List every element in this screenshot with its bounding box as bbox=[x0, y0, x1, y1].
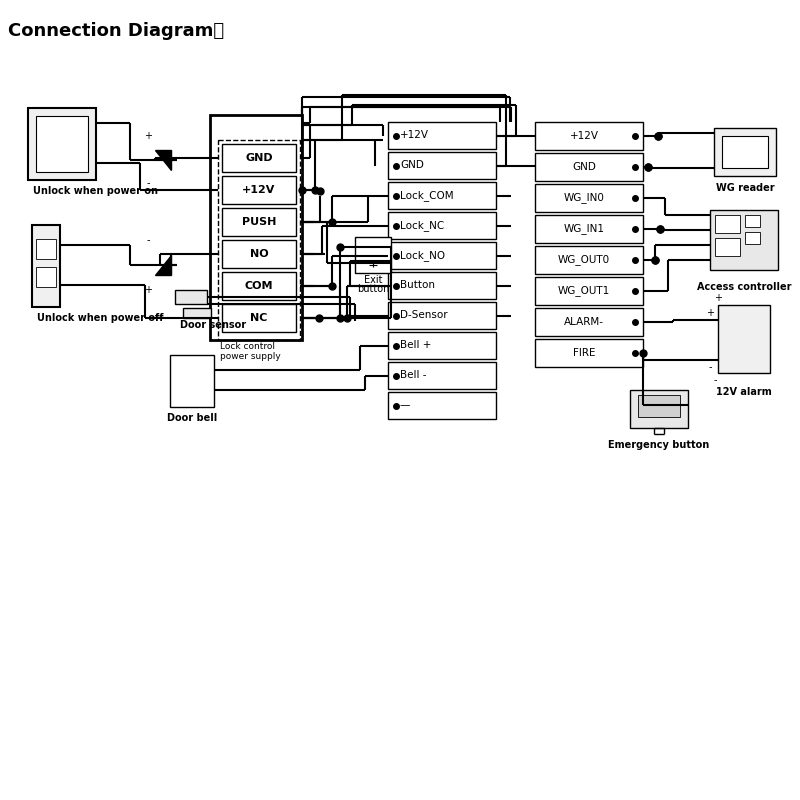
Bar bbox=[535, 339, 643, 367]
Text: +12V: +12V bbox=[242, 185, 276, 195]
Text: WG reader: WG reader bbox=[716, 183, 774, 193]
Bar bbox=[388, 272, 496, 299]
Text: Lock_COM: Lock_COM bbox=[400, 190, 454, 201]
Text: Lock control: Lock control bbox=[220, 342, 275, 351]
Bar bbox=[36, 267, 56, 287]
Text: -: - bbox=[708, 362, 712, 372]
Text: +: + bbox=[706, 308, 714, 318]
Text: Connection Diagram：: Connection Diagram： bbox=[8, 22, 224, 40]
Text: NC: NC bbox=[250, 313, 268, 323]
Bar bbox=[388, 332, 496, 359]
Bar bbox=[718, 305, 770, 373]
Text: ALARM-: ALARM- bbox=[564, 317, 604, 327]
Text: Lock_NC: Lock_NC bbox=[400, 220, 444, 231]
Bar bbox=[388, 302, 496, 329]
Bar bbox=[388, 212, 496, 239]
Text: Bell +: Bell + bbox=[400, 341, 431, 350]
Text: FIRE: FIRE bbox=[573, 348, 595, 358]
Bar bbox=[535, 184, 643, 212]
Text: +: + bbox=[144, 285, 152, 295]
Bar bbox=[355, 237, 391, 273]
Bar bbox=[170, 355, 214, 407]
Bar bbox=[710, 210, 778, 270]
Text: GND: GND bbox=[572, 162, 596, 172]
Text: Door bell: Door bell bbox=[167, 413, 217, 423]
Text: Access controller: Access controller bbox=[697, 282, 791, 292]
Bar bbox=[28, 108, 96, 180]
Text: PUSH: PUSH bbox=[242, 217, 276, 227]
Text: COM: COM bbox=[245, 281, 274, 291]
Bar bbox=[388, 152, 496, 179]
Text: WG_IN0: WG_IN0 bbox=[563, 193, 605, 203]
Bar bbox=[535, 277, 643, 305]
Text: Door sensor: Door sensor bbox=[180, 320, 246, 330]
Bar bbox=[218, 140, 300, 340]
Text: —: — bbox=[400, 401, 410, 410]
Bar bbox=[175, 290, 207, 304]
Ellipse shape bbox=[733, 321, 755, 349]
Bar bbox=[388, 242, 496, 269]
Bar bbox=[183, 308, 211, 318]
Text: WG_OUT1: WG_OUT1 bbox=[558, 286, 610, 297]
Text: power supply: power supply bbox=[220, 352, 281, 361]
Ellipse shape bbox=[52, 132, 72, 156]
Bar bbox=[714, 128, 776, 176]
Ellipse shape bbox=[187, 375, 197, 387]
Bar bbox=[630, 390, 688, 428]
Text: Lock_NO: Lock_NO bbox=[400, 250, 445, 261]
Bar bbox=[535, 153, 643, 181]
Bar bbox=[222, 240, 296, 268]
Text: Unlock when power on: Unlock when power on bbox=[33, 186, 158, 196]
Text: Unlock when power off: Unlock when power off bbox=[37, 313, 163, 323]
Text: GND: GND bbox=[400, 161, 424, 170]
Bar bbox=[388, 392, 496, 419]
Bar bbox=[745, 232, 760, 244]
Bar bbox=[535, 308, 643, 336]
Text: button: button bbox=[357, 284, 389, 294]
Text: -: - bbox=[714, 375, 718, 385]
Bar bbox=[32, 225, 60, 307]
Bar bbox=[36, 116, 88, 172]
Ellipse shape bbox=[177, 363, 207, 399]
Text: Emergency button: Emergency button bbox=[608, 440, 710, 450]
Text: Bell -: Bell - bbox=[400, 370, 426, 381]
Bar bbox=[388, 182, 496, 209]
Bar bbox=[210, 115, 302, 340]
Text: +: + bbox=[144, 131, 152, 141]
Text: D-Sensor: D-Sensor bbox=[400, 310, 448, 321]
Bar bbox=[715, 238, 740, 256]
Bar bbox=[745, 215, 760, 227]
Text: WG_OUT0: WG_OUT0 bbox=[558, 254, 610, 266]
Bar bbox=[222, 208, 296, 236]
Polygon shape bbox=[155, 255, 171, 275]
Text: WG_IN1: WG_IN1 bbox=[563, 223, 605, 234]
Bar bbox=[535, 246, 643, 274]
Bar bbox=[36, 239, 56, 259]
Bar bbox=[222, 176, 296, 204]
Bar bbox=[715, 215, 740, 233]
Text: NO: NO bbox=[250, 249, 268, 259]
Text: +12V: +12V bbox=[570, 131, 598, 141]
Text: +12V: +12V bbox=[400, 130, 429, 141]
Bar bbox=[722, 136, 768, 168]
Ellipse shape bbox=[366, 249, 380, 261]
Bar bbox=[388, 362, 496, 389]
Bar bbox=[388, 122, 496, 149]
Text: +: + bbox=[714, 293, 722, 303]
Text: Exit: Exit bbox=[364, 275, 382, 285]
Text: 12V alarm: 12V alarm bbox=[716, 387, 772, 397]
Text: -: - bbox=[146, 235, 150, 245]
Bar bbox=[222, 144, 296, 172]
Bar bbox=[535, 122, 643, 150]
Bar bbox=[222, 304, 296, 332]
Text: Button: Button bbox=[400, 281, 435, 290]
Text: -: - bbox=[146, 178, 150, 188]
Bar bbox=[222, 272, 296, 300]
Bar bbox=[535, 215, 643, 243]
Bar bbox=[638, 395, 680, 417]
Text: GND: GND bbox=[245, 153, 273, 163]
Polygon shape bbox=[155, 150, 171, 170]
